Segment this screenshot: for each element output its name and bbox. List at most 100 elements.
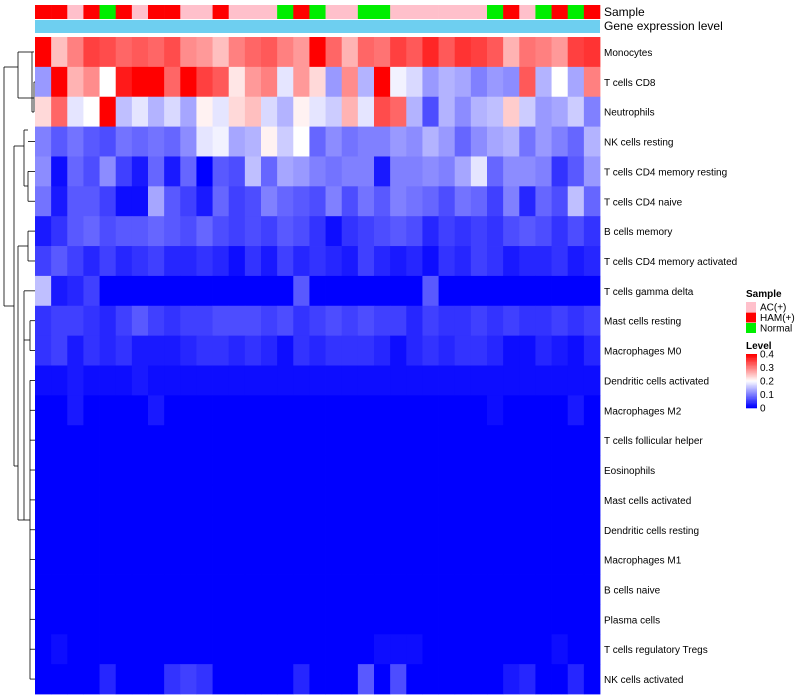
heatmap-cell	[357, 574, 375, 605]
heatmap-cell	[148, 634, 165, 665]
heatmap-cell	[390, 186, 407, 217]
heatmap-cell	[438, 604, 456, 635]
heatmap-cell	[341, 66, 359, 98]
legend-colorbar-step	[746, 372, 757, 375]
heatmap-cell	[164, 514, 181, 546]
heatmap-cell	[51, 604, 68, 635]
heatmap-cell	[535, 544, 552, 575]
heatmap-cell	[131, 126, 149, 157]
heatmap-cell	[325, 66, 343, 98]
heatmap-cell	[180, 66, 197, 98]
heatmap-cell	[406, 96, 423, 127]
heatmap-cell	[115, 365, 133, 396]
heatmap-cell	[341, 216, 359, 247]
heatmap-cell	[261, 156, 278, 187]
heatmap-cell	[374, 96, 391, 127]
heatmap-cell	[196, 455, 213, 486]
heatmap-cell	[67, 634, 84, 665]
heatmap-cell	[406, 126, 423, 157]
heatmap-cell	[519, 335, 536, 366]
heatmap-cell	[374, 126, 391, 157]
heatmap-cell	[438, 425, 456, 456]
heatmap-cell	[99, 574, 117, 605]
heatmap-cell	[212, 156, 230, 187]
heatmap-cell	[374, 634, 391, 665]
legend-colorbar-step	[746, 359, 757, 362]
heatmap-cell	[164, 275, 181, 307]
heatmap-cell	[196, 425, 213, 456]
heatmap-cell	[470, 335, 488, 366]
legend-colorbar-step	[746, 394, 757, 397]
heatmap-cell	[503, 37, 520, 68]
heatmap-cell	[535, 156, 552, 187]
heatmap-cell	[487, 186, 504, 217]
heatmap-cell	[551, 634, 569, 665]
heatmap-cell	[293, 395, 310, 426]
heatmap-cell	[374, 425, 391, 456]
heatmap-cell	[293, 216, 310, 247]
heatmap-cell	[131, 634, 149, 665]
heatmap-cell	[277, 246, 294, 277]
heatmap-cell	[99, 365, 117, 396]
heatmap-cell	[164, 664, 181, 695]
heatmap-cell	[503, 544, 520, 575]
heatmap-cell	[277, 544, 294, 575]
heatmap-cell	[357, 126, 375, 157]
heatmap-cell	[212, 604, 230, 635]
row-label: T cells CD4 naive	[604, 197, 683, 208]
heatmap-cell	[503, 484, 520, 516]
heatmap-cell	[244, 514, 262, 546]
heatmap-cell	[99, 514, 117, 546]
heatmap-cell	[212, 126, 230, 157]
heatmap-cell	[309, 395, 326, 426]
heatmap-cell	[51, 126, 68, 157]
heatmap-cell	[293, 544, 310, 575]
heatmap-cell	[535, 66, 552, 98]
heatmap-cell	[583, 66, 601, 98]
heatmap-cell	[390, 335, 407, 366]
heatmap-cell	[131, 96, 149, 127]
heatmap-cell	[228, 634, 246, 665]
heatmap-cell	[83, 604, 100, 635]
heatmap-cell	[180, 484, 197, 516]
heatmap-cell	[293, 514, 310, 546]
heatmap-cell	[148, 216, 165, 247]
heatmap-cell	[164, 126, 181, 157]
legend-colorbar-step	[746, 401, 757, 403]
heatmap-cell	[196, 514, 213, 546]
heatmap-cell	[115, 634, 133, 665]
heatmap-cell	[374, 335, 391, 366]
heatmap-cell	[277, 664, 294, 695]
heatmap-cell	[357, 335, 375, 366]
heatmap-cell	[131, 305, 149, 337]
heatmap-cell	[277, 634, 294, 665]
heatmap-cell	[341, 156, 359, 187]
heatmap-cell	[503, 96, 520, 127]
heatmap-cell	[244, 156, 262, 187]
heatmap-cell	[422, 395, 439, 426]
sample-track-cell	[406, 5, 423, 19]
heatmap-cell	[470, 514, 488, 546]
heatmap-cell	[261, 335, 278, 366]
heatmap-cell	[99, 484, 117, 516]
heatmap-cell	[357, 66, 375, 98]
row-label: T cells regulatory Tregs	[604, 645, 708, 656]
heatmap-cell	[519, 604, 536, 635]
heatmap-cell	[67, 365, 84, 396]
heatmap-cell	[261, 126, 278, 157]
sample-track-cell	[228, 5, 246, 19]
heatmap-cell	[551, 156, 569, 187]
heatmap-cell	[148, 365, 165, 396]
sample-track-cell	[390, 5, 407, 19]
heatmap-cell	[115, 484, 133, 516]
heatmap-cell	[309, 574, 326, 605]
heatmap-cell	[519, 246, 536, 277]
heatmap-cell	[115, 514, 133, 546]
heatmap-cell	[341, 335, 359, 366]
heatmap-cell	[390, 96, 407, 127]
legend-colorbar-step	[746, 398, 757, 401]
heatmap-cell	[261, 395, 278, 426]
heatmap-cell	[228, 126, 246, 157]
heatmap-cell	[470, 365, 488, 396]
heatmap-cell	[244, 275, 262, 307]
